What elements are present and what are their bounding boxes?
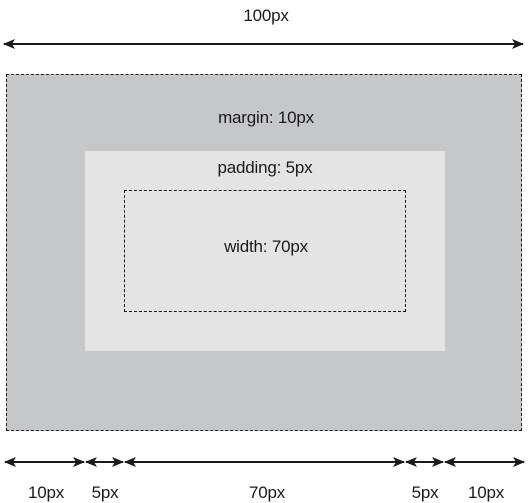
segment-label-content-width: 70px: [248, 483, 286, 502]
segment-label-left-margin: 10px: [27, 483, 65, 502]
margin-label: margin: 10px: [218, 108, 314, 127]
width-label: width: 70px: [224, 237, 308, 256]
segment-label-right-padding: 5px: [411, 483, 439, 502]
padding-label: padding: 5px: [217, 158, 313, 177]
segment-label-right-margin: 10px: [467, 483, 505, 502]
total-width-label: 100px: [243, 6, 289, 25]
segment-label-left-padding: 5px: [91, 483, 119, 502]
content-area: [124, 190, 406, 312]
